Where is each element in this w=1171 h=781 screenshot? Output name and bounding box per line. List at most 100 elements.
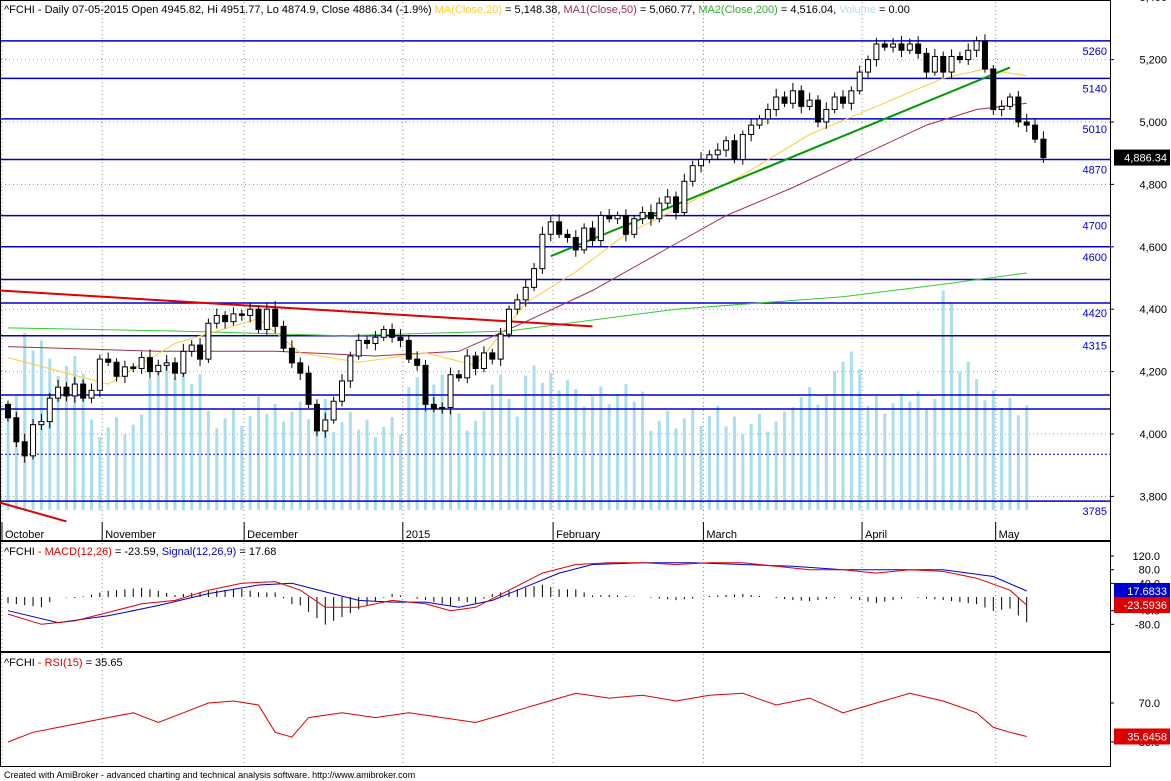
volume-bar [699,425,703,510]
volume-bar [532,365,536,510]
volume-bar [415,377,419,510]
candle-up [547,221,554,235]
volume-bar [841,361,845,510]
candle-down [923,52,930,73]
candle-down [222,314,229,323]
candle-down [1032,124,1039,140]
volume-bar [449,392,453,510]
macd-line [7,562,1028,625]
level-label: 4315 [1083,341,1107,353]
rsi-line [7,692,1027,743]
volume-bar [799,397,803,510]
volume-bar [741,434,745,510]
signal-value-label: 17.6833 [1127,586,1167,598]
candle-down [313,403,320,432]
volume-bar [240,425,244,510]
candle-down [881,43,888,48]
volume-bar [140,414,144,510]
candle-up [581,227,588,251]
volume-bar [691,408,695,510]
volume-bar [398,434,402,510]
candle-down [556,221,563,235]
volume-bar [950,303,954,510]
volume-bar [599,386,603,510]
last-close-box [1114,149,1170,166]
volume-bar [524,375,528,510]
candle-down [238,313,245,316]
volume-bar [123,434,127,510]
candle-up [480,352,487,369]
volume-bar [874,395,878,510]
volume-bar [649,430,653,510]
volume-bar [641,391,645,510]
candle-up [756,118,763,126]
candle-down [80,383,87,399]
price-header: ^FCHI - Daily 07-05-2015 Open 4945.82, H… [4,4,910,16]
candle-up [848,90,855,104]
candle-down [63,386,70,397]
volume-bar [365,419,369,510]
volume-bar [106,427,110,510]
candle-up [823,109,830,123]
volume-bar [766,431,770,510]
volume-bar [616,394,620,510]
level-label: 4700 [1083,221,1107,233]
volume-bar [23,332,27,510]
volume-bar [432,384,436,510]
candle-up [180,350,187,374]
candle-up [263,308,270,330]
volume-bar [490,384,494,510]
candle-up [439,406,446,409]
volume-bar [816,404,820,510]
volume-bar [340,422,344,510]
level-label: 5140 [1083,83,1107,95]
candle-down [197,344,204,360]
volume-bar [290,411,294,510]
month-label: April [865,529,887,541]
volume-bar [774,421,778,510]
candle-up [230,313,237,323]
volume-bar [941,290,945,510]
candle-up [213,314,220,324]
candle-up [138,357,145,369]
volume-bar [390,417,394,510]
ma20-line [7,68,1027,385]
volume-bar [424,394,427,510]
volume-bar [156,369,160,510]
volume-bar [465,430,469,510]
volume-bar [624,384,628,510]
candle-down [305,372,312,405]
candle-down [397,336,404,341]
volume-bar [574,389,578,510]
last-close-label: 4,886.34 [1124,153,1167,165]
volume-bar [899,393,903,510]
volume-bar [407,387,411,510]
volume-bar [457,413,461,510]
volume-bar [298,401,302,510]
volume-bar [808,387,812,510]
price-tick-label: 4,600 [1139,242,1167,254]
volume-bar [307,419,311,510]
candle-down [781,96,788,104]
price-tick-label: 5,000 [1139,117,1167,129]
candle-up [764,109,771,120]
volume-bar [273,404,277,510]
volume-bar [131,424,135,510]
macd-tick-label: 80.0 [1139,565,1160,577]
volume-bar [482,410,486,510]
candle-down [673,196,679,213]
volume-bar [549,372,553,510]
volume-bar [908,401,912,510]
volume-bar [165,359,169,510]
volume-bar [223,418,227,510]
candle-up [506,308,512,335]
candle-down [606,215,613,220]
candle-down [172,362,178,374]
candle-down [647,211,654,220]
month-label: December [247,529,298,541]
volume-bar [1025,405,1029,510]
candle-up [339,380,345,402]
red-trendline-lower [0,501,67,523]
candle-up [656,202,663,220]
candle-down [915,43,922,54]
